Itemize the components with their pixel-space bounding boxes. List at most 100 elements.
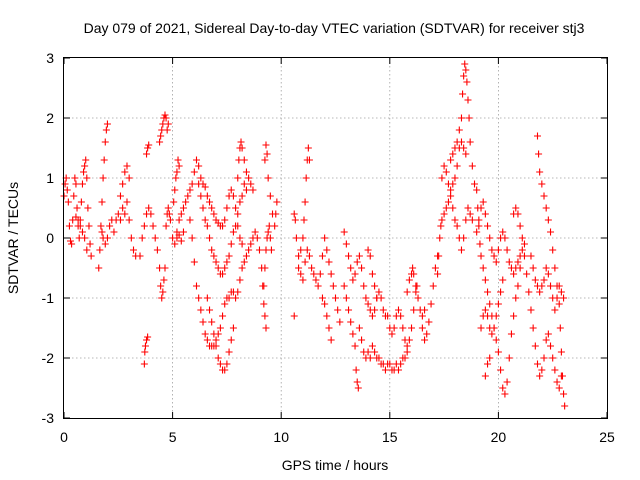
data-point bbox=[462, 150, 470, 158]
data-point bbox=[97, 222, 105, 230]
data-point bbox=[260, 300, 268, 308]
data-point bbox=[78, 228, 86, 236]
data-point bbox=[538, 282, 546, 290]
data-point bbox=[551, 306, 559, 314]
data-point bbox=[208, 204, 216, 212]
data-point bbox=[475, 216, 483, 224]
data-point bbox=[123, 162, 131, 170]
data-point bbox=[272, 210, 280, 218]
data-point bbox=[349, 330, 357, 338]
data-point bbox=[488, 246, 496, 254]
data-point bbox=[412, 288, 420, 296]
data-point bbox=[242, 186, 250, 194]
data-point bbox=[201, 183, 209, 191]
data-point bbox=[457, 114, 465, 122]
data-point bbox=[468, 216, 476, 224]
data-point bbox=[179, 204, 187, 212]
data-point bbox=[516, 222, 524, 230]
data-point bbox=[290, 210, 298, 218]
data-point bbox=[171, 186, 179, 194]
data-point bbox=[453, 222, 461, 230]
data-point bbox=[85, 222, 93, 230]
data-point bbox=[267, 246, 275, 254]
data-point bbox=[158, 294, 166, 302]
data-point bbox=[490, 324, 498, 332]
data-point bbox=[473, 228, 481, 236]
data-point bbox=[540, 276, 548, 284]
data-point bbox=[242, 168, 250, 176]
data-point bbox=[212, 336, 220, 344]
data-point bbox=[358, 336, 366, 344]
data-point bbox=[264, 174, 272, 182]
data-point bbox=[234, 210, 242, 218]
data-point bbox=[501, 390, 509, 398]
data-point bbox=[486, 354, 494, 362]
data-point bbox=[63, 186, 71, 194]
x-tick-label: 15 bbox=[382, 429, 398, 445]
data-point bbox=[431, 264, 439, 272]
data-point bbox=[71, 174, 79, 182]
data-point bbox=[479, 264, 487, 272]
data-point bbox=[503, 378, 511, 386]
data-point bbox=[347, 264, 355, 272]
data-point bbox=[512, 294, 520, 302]
x-tick-label: 25 bbox=[599, 429, 615, 445]
data-point bbox=[476, 240, 484, 248]
data-point bbox=[119, 204, 127, 212]
data-point bbox=[210, 252, 218, 260]
data-point bbox=[188, 234, 196, 242]
data-point bbox=[236, 276, 244, 284]
data-point bbox=[499, 384, 507, 392]
data-point bbox=[347, 318, 355, 326]
data-point bbox=[527, 306, 535, 314]
data-point bbox=[255, 246, 263, 254]
y-tick-label: 0 bbox=[46, 230, 54, 246]
data-point bbox=[262, 141, 270, 149]
data-point bbox=[212, 258, 220, 266]
data-point bbox=[323, 246, 331, 254]
data-point bbox=[371, 282, 379, 290]
data-point bbox=[412, 282, 420, 290]
data-point bbox=[451, 174, 459, 182]
chart-title: Day 079 of 2021, Sidereal Day-to-day VTE… bbox=[84, 20, 585, 36]
data-point bbox=[174, 156, 182, 164]
data-point bbox=[410, 270, 418, 278]
data-point bbox=[266, 234, 274, 242]
data-point bbox=[162, 114, 170, 122]
data-point bbox=[444, 198, 452, 206]
data-point bbox=[201, 216, 209, 224]
data-point bbox=[297, 270, 305, 278]
data-point bbox=[336, 318, 344, 326]
data-point bbox=[182, 198, 190, 206]
data-point bbox=[221, 216, 229, 224]
data-point bbox=[74, 216, 82, 224]
data-point bbox=[144, 333, 152, 341]
data-point bbox=[199, 318, 207, 326]
data-point bbox=[499, 228, 507, 236]
x-axis-label: GPS time / hours bbox=[282, 457, 389, 473]
data-point bbox=[536, 168, 544, 176]
data-point bbox=[332, 294, 339, 302]
data-point bbox=[514, 258, 522, 266]
y-tick-label: 1 bbox=[46, 170, 54, 186]
data-point bbox=[544, 216, 552, 224]
data-point bbox=[227, 186, 235, 194]
data-point bbox=[195, 294, 203, 302]
data-point bbox=[138, 234, 146, 242]
y-tick-label: -2 bbox=[42, 350, 55, 366]
data-point bbox=[261, 156, 269, 164]
data-point bbox=[505, 354, 513, 362]
data-point bbox=[116, 192, 124, 200]
data-point bbox=[352, 366, 360, 374]
data-point bbox=[440, 210, 448, 218]
data-point bbox=[484, 312, 492, 320]
data-point bbox=[375, 354, 383, 362]
data-point bbox=[364, 300, 372, 308]
data-point bbox=[512, 264, 520, 272]
data-point bbox=[140, 222, 148, 230]
data-point bbox=[561, 402, 569, 410]
data-point bbox=[83, 246, 91, 254]
data-point bbox=[301, 198, 309, 206]
data-point bbox=[80, 168, 88, 176]
data-point bbox=[163, 126, 171, 134]
